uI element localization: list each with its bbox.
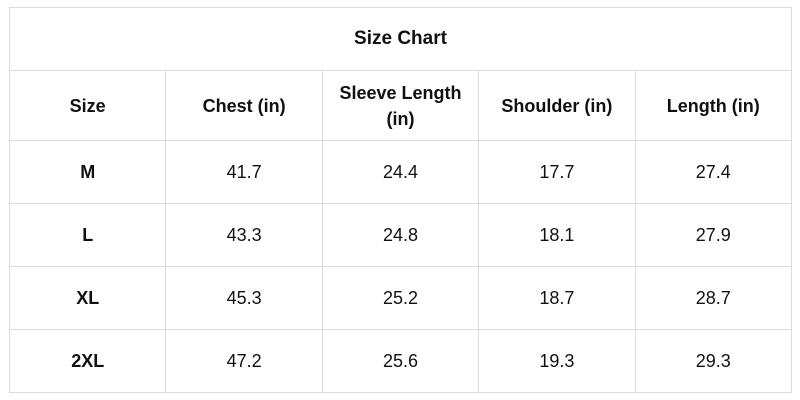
size-table: Size Chart Size Chest (in) Sleeve Length (… bbox=[8, 7, 793, 393]
size-label: XL bbox=[8, 266, 167, 330]
measurement: 27.4 bbox=[634, 140, 793, 204]
column-header: Shoulder (in) bbox=[478, 70, 636, 141]
measurement: 19.3 bbox=[478, 329, 636, 393]
measurement: 18.7 bbox=[478, 266, 636, 330]
table-body: Size Chart Size Chest (in) Sleeve Length (… bbox=[8, 7, 793, 393]
title-row: Size Chart bbox=[9, 7, 792, 71]
measurement: 47.2 bbox=[165, 329, 323, 393]
data-row: XL 45.3 25.2 18.7 28.7 bbox=[8, 266, 793, 330]
measurement: 25.6 bbox=[321, 329, 480, 393]
measurement: 28.7 bbox=[634, 266, 793, 330]
column-header: Size bbox=[8, 70, 167, 141]
measurement: 29.3 bbox=[634, 329, 793, 393]
column-header: Length (in) bbox=[634, 70, 793, 141]
column-header: Chest (in) bbox=[165, 70, 323, 141]
measurement: 24.4 bbox=[321, 140, 480, 204]
data-row: L 43.3 24.8 18.1 27.9 bbox=[8, 203, 793, 267]
measurement: 18.1 bbox=[478, 203, 636, 267]
column-header: Sleeve Length (in) bbox=[321, 70, 480, 141]
data-row: 2XL 47.2 25.6 19.3 29.3 bbox=[8, 329, 793, 393]
size-chart: Size Chart Size Chest (in) Sleeve Length (… bbox=[8, 7, 793, 393]
measurement: 43.3 bbox=[165, 203, 323, 267]
measurement: 27.9 bbox=[634, 203, 793, 267]
table-title: Size Chart bbox=[9, 7, 792, 71]
size-label: M bbox=[8, 140, 167, 204]
data-row: M 41.7 24.4 17.7 27.4 bbox=[8, 140, 793, 204]
measurement: 41.7 bbox=[165, 140, 323, 204]
measurement: 24.8 bbox=[321, 203, 480, 267]
header-row: Size Chest (in) Sleeve Length (in) Shoulder… bbox=[8, 70, 793, 141]
measurement: 45.3 bbox=[165, 266, 323, 330]
size-label: L bbox=[8, 203, 167, 267]
measurement: 17.7 bbox=[478, 140, 636, 204]
measurement: 25.2 bbox=[321, 266, 480, 330]
size-label: 2XL bbox=[8, 329, 167, 393]
